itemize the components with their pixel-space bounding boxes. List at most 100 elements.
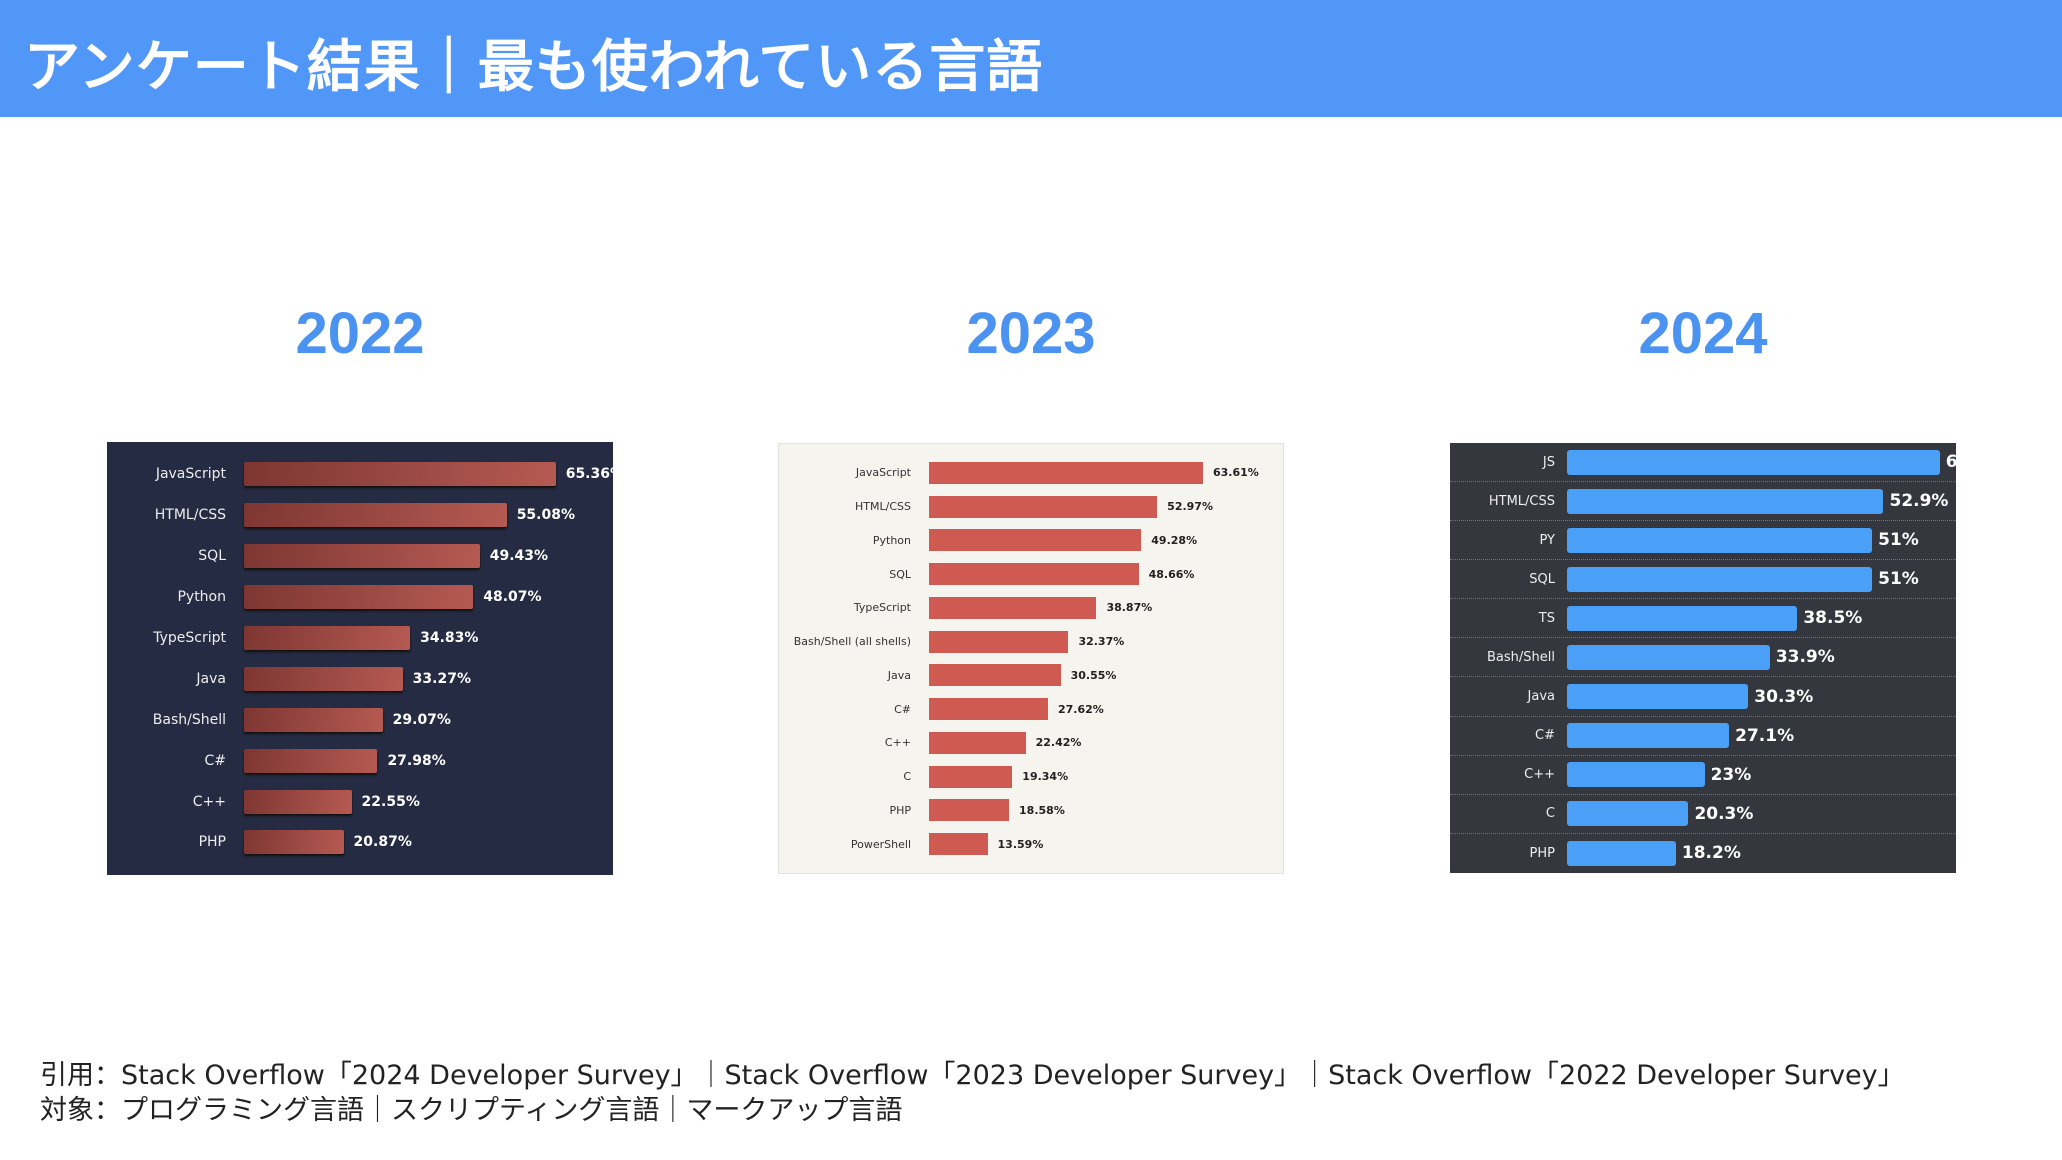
value-label: 30.55% bbox=[1070, 668, 1117, 682]
category-label: JavaScript bbox=[855, 466, 911, 480]
category-label: C# bbox=[894, 702, 911, 716]
bar bbox=[244, 462, 556, 487]
bar bbox=[244, 544, 480, 569]
bar bbox=[929, 698, 1048, 721]
chart-row: C 19.34% bbox=[779, 760, 1283, 794]
value-label: 20.87% bbox=[353, 834, 412, 851]
category-label: HTML/CSS bbox=[1488, 493, 1555, 509]
bar bbox=[929, 799, 1010, 822]
chart-row: JS 62.3% bbox=[1450, 443, 2005, 483]
value-label: 55.08% bbox=[516, 507, 575, 524]
value-label: 22.55% bbox=[361, 793, 420, 810]
bar bbox=[244, 748, 378, 773]
chart-row: Bash/Shell 29.07% bbox=[107, 699, 613, 740]
chart-row: HTML/CSS 52.9% bbox=[1450, 482, 1956, 522]
value-label: 38.87% bbox=[1106, 601, 1153, 615]
footer: 引用：Stack Overflow「2024 Developer Survey」… bbox=[40, 1058, 1905, 1128]
category-label: C bbox=[903, 770, 911, 784]
chart-row: C++ 22.42% bbox=[779, 726, 1283, 760]
value-label: 51% bbox=[1878, 569, 1919, 590]
chart-row: TypeScript 34.83% bbox=[107, 618, 613, 659]
category-label: PowerShell bbox=[850, 837, 911, 851]
chart-row: JavaScript 63.61% bbox=[779, 456, 1283, 490]
category-label: TS bbox=[1538, 610, 1555, 626]
value-label: 62.3% bbox=[1945, 452, 2005, 473]
category-label: PY bbox=[1539, 532, 1556, 548]
bar bbox=[929, 596, 1097, 619]
bar bbox=[1567, 566, 1873, 592]
category-label: SQL bbox=[889, 567, 911, 581]
chart-2022: JavaScript 65.36% HTML/CSS 55.08% SQL 49.43% P… bbox=[107, 442, 624, 875]
bar bbox=[929, 630, 1069, 653]
chart-row: SQL 51% bbox=[1450, 560, 1956, 600]
value-label: 48.66% bbox=[1148, 567, 1195, 581]
category-label: PHP bbox=[198, 834, 226, 851]
category-label: C++ bbox=[884, 736, 911, 750]
value-label: 51% bbox=[1878, 530, 1919, 551]
chart-row: C 20.3% bbox=[1450, 795, 1956, 834]
value-label: 63.61% bbox=[1213, 466, 1259, 480]
bar bbox=[1567, 723, 1730, 749]
category-label: Bash/Shell bbox=[152, 711, 226, 728]
bar bbox=[929, 529, 1142, 552]
value-label: 27.62% bbox=[1057, 702, 1104, 716]
bar bbox=[1567, 605, 1798, 631]
value-label: 13.59% bbox=[997, 837, 1044, 851]
value-label: 29.07% bbox=[392, 711, 451, 728]
value-label: 34.83% bbox=[420, 630, 479, 646]
citation-text: 引用：Stack Overflow「2024 Developer Survey」… bbox=[40, 1060, 1905, 1091]
category-label: Bash/Shell bbox=[1487, 649, 1555, 665]
value-label: 30.3% bbox=[1754, 686, 1814, 707]
value-label: 22.42% bbox=[1035, 736, 1082, 750]
chart-row: HTML/CSS 55.08% bbox=[107, 495, 613, 536]
chart-row: Java 33.27% bbox=[107, 658, 613, 699]
bar bbox=[1567, 840, 1676, 866]
category-label: JS bbox=[1542, 454, 1555, 470]
category-label: PHP bbox=[1529, 845, 1555, 861]
value-label: 33.9% bbox=[1775, 647, 1835, 668]
bar bbox=[244, 626, 411, 650]
bar bbox=[1567, 527, 1873, 553]
chart-row: PHP 18.58% bbox=[779, 794, 1283, 828]
bar bbox=[244, 789, 352, 814]
bar bbox=[1567, 449, 1940, 475]
bar bbox=[1567, 762, 1705, 788]
value-label: 20.3% bbox=[1694, 803, 1754, 824]
value-label: 52.97% bbox=[1167, 500, 1213, 514]
bar bbox=[244, 666, 403, 691]
bar bbox=[1567, 488, 1884, 514]
bar bbox=[244, 503, 507, 528]
category-label: HTML/CSS bbox=[154, 507, 226, 524]
chart-row: C# 27.1% bbox=[1450, 717, 1956, 756]
chart-row: C# 27.98% bbox=[107, 740, 613, 781]
year-2023-title: 2023 bbox=[966, 301, 1096, 366]
value-label: 19.34% bbox=[1022, 770, 1069, 784]
bar bbox=[929, 731, 1026, 754]
bar bbox=[929, 765, 1013, 788]
year-2022-title: 2022 bbox=[295, 301, 425, 366]
chart-2024: JS 62.3% HTML/CSS 52.9% PY 51% SQL 51% TS 38.5% Ba… bbox=[1450, 443, 2005, 873]
chart-row: TypeScript 38.87% bbox=[779, 591, 1283, 625]
category-label: Bash/Shell (all shells) bbox=[793, 635, 911, 649]
bar bbox=[1567, 644, 1770, 670]
category-label: HTML/CSS bbox=[855, 500, 911, 514]
bar bbox=[244, 585, 474, 610]
scope-text: 対象：プログラミング言語｜スクリプティング言語｜マークアップ言語 bbox=[40, 1095, 903, 1126]
category-label: C# bbox=[1535, 728, 1555, 744]
category-label: C bbox=[1545, 806, 1555, 822]
chart-row: SQL 49.43% bbox=[107, 536, 613, 577]
value-label: 49.43% bbox=[489, 548, 549, 565]
category-label: PHP bbox=[889, 803, 911, 817]
category-label: TypeScript bbox=[853, 601, 911, 615]
chart-row: PHP 20.87% bbox=[107, 822, 613, 863]
chart-row: Bash/Shell 33.9% bbox=[1450, 638, 1956, 678]
chart-row: JavaScript 65.36% bbox=[107, 454, 624, 495]
category-label: SQL bbox=[1529, 571, 1555, 587]
category-label: C++ bbox=[192, 793, 226, 810]
category-label: C++ bbox=[1524, 767, 1555, 783]
chart-row: Bash/Shell (all shells) 32.37% bbox=[779, 625, 1283, 659]
category-label: SQL bbox=[198, 548, 226, 565]
value-label: 52.9% bbox=[1889, 491, 1949, 512]
bar bbox=[929, 461, 1203, 484]
category-label: C# bbox=[204, 752, 226, 769]
